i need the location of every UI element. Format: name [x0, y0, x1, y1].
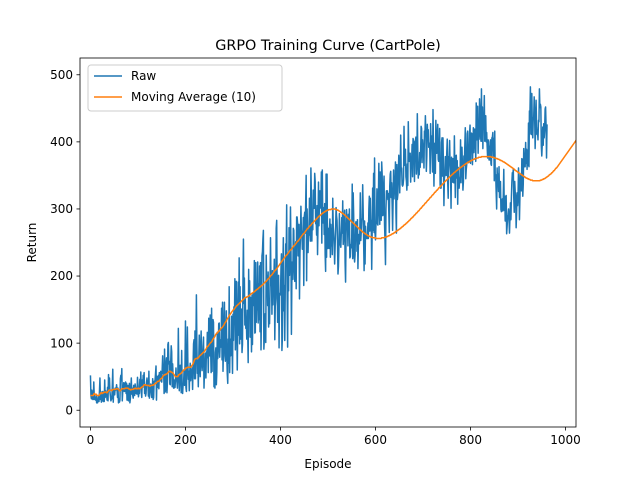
x-axis-label: Episode [304, 457, 351, 471]
y-tick-label: 300 [50, 202, 73, 216]
series-line-moving-average [90, 139, 576, 397]
y-tick-label: 200 [50, 269, 73, 283]
legend-label-raw: Raw [131, 69, 156, 83]
x-tick-label: 800 [459, 433, 482, 447]
y-tick-label: 100 [50, 336, 73, 350]
chart-title: GRPO Training Curve (CartPole) [215, 38, 441, 54]
x-axis-ticks: 0 200 400 600 800 1000 [87, 427, 581, 447]
legend: Raw Moving Average (10) [87, 64, 283, 112]
plot-frame [79, 57, 577, 428]
series-line-raw [89, 86, 548, 404]
y-tick-label: 400 [50, 135, 73, 149]
x-tick-label: 1000 [550, 433, 581, 447]
x-tick-label: 0 [87, 433, 95, 447]
legend-label-moving-average: Moving Average (10) [131, 90, 256, 104]
x-tick-label: 200 [174, 433, 197, 447]
x-tick-label: 400 [269, 433, 292, 447]
y-tick-label: 0 [65, 403, 73, 417]
y-tick-label: 500 [50, 68, 73, 82]
y-axis-ticks: 0 100 200 300 400 500 [50, 68, 80, 417]
y-axis-label: Return [25, 223, 39, 263]
legend-box [87, 64, 283, 112]
x-tick-label: 600 [364, 433, 387, 447]
series-layer [89, 86, 576, 404]
